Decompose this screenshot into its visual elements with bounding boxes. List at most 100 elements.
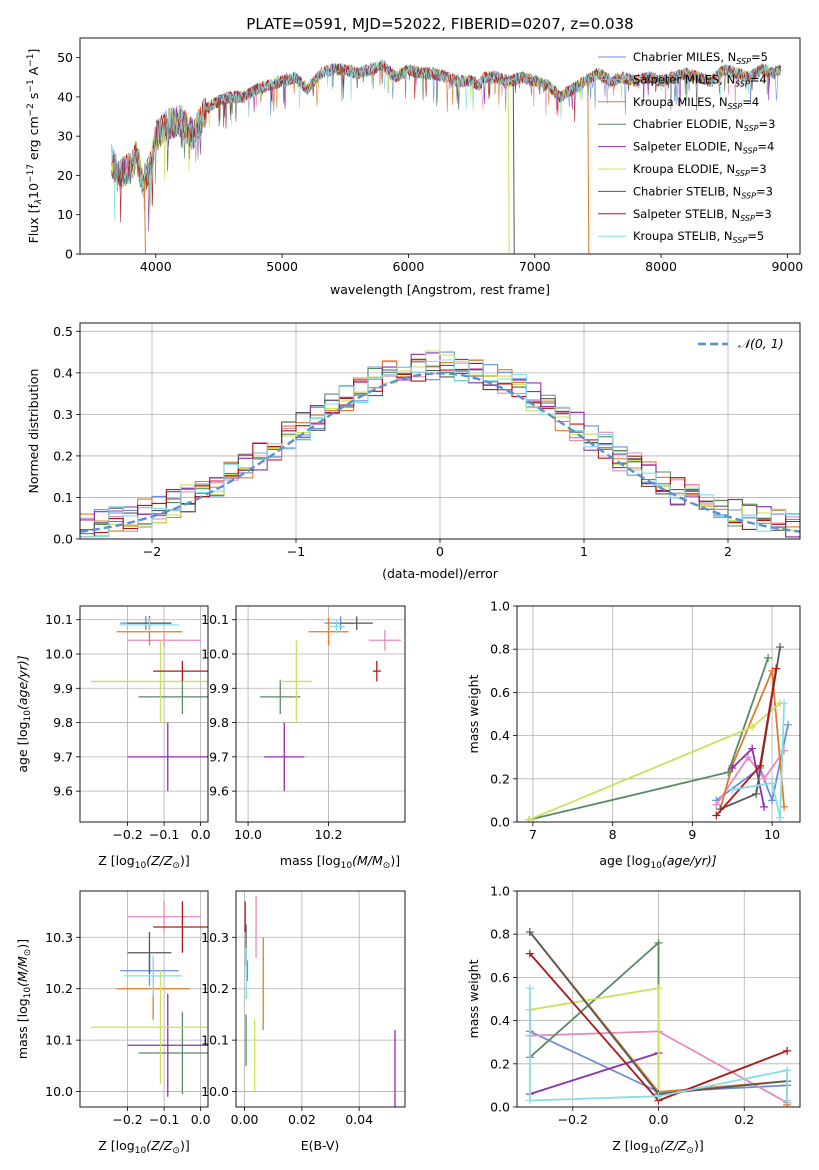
x-axis-label-part: (Z/Z — [660, 1138, 687, 1153]
x-axis-label-part: 10 — [135, 1146, 147, 1156]
x-tick-label: 8000 — [645, 259, 677, 274]
y-tick-label: 50 — [57, 50, 73, 65]
x-tick-label: 0.00 — [231, 1112, 259, 1127]
x-tick-label: 7000 — [519, 259, 551, 274]
axes-frame — [235, 890, 406, 1108]
x-tick-label: 7 — [529, 827, 537, 842]
y-axis-label-part: erg cm — [26, 116, 41, 164]
y-tick-label: 10.0 — [45, 647, 73, 662]
y-tick-label: 10.1 — [201, 612, 229, 627]
x-axis-label-part: )] — [694, 1138, 704, 1153]
x-axis-label-part: Z [log — [98, 853, 134, 868]
axes-frame — [516, 605, 801, 823]
axes-residuals: −2 −1 0 1 2 0.0 0.1 0.2 0.3 0.4 0.5 𝒩(0, 1) (data-mo… — [26, 322, 801, 581]
weight-series-salpeter-elodie — [728, 744, 769, 811]
errorbar-kroupa-stelib — [328, 619, 345, 634]
y-axis-label-part: −1 — [26, 54, 36, 67]
legend-entry: 𝒩(0, 1) — [738, 336, 784, 351]
x-axis-label: wavelength [Angstrom, rest frame] — [330, 282, 550, 297]
x-axis-label-part: ⊙ — [383, 861, 391, 871]
legend-entry-sub: SSP — [728, 102, 743, 111]
y-tick-label: 0.1 — [53, 490, 73, 505]
y-axis-label-part: 10 — [23, 987, 33, 999]
grid-age-vs-Z — [80, 606, 208, 822]
x-tick-label: 0.04 — [345, 1112, 373, 1127]
y-tick-label: 0.4 — [53, 365, 73, 380]
x-axis-label-part: (Z/Z — [146, 1138, 173, 1153]
legend-entry-name: Salpeter MILES, N — [633, 72, 735, 86]
legend-entry-count: =3 — [756, 184, 773, 198]
histogram-salpeter-elodie — [80, 352, 800, 538]
y-axis-label-part: 10 — [26, 183, 41, 199]
y-tick-label: 0.0 — [53, 532, 73, 547]
y-axis-label-part: 10 — [23, 710, 33, 722]
y-tick-label: 10.3 — [201, 930, 229, 945]
weight-marker — [784, 720, 793, 729]
weight-marker — [760, 802, 769, 811]
errorbar-kroupa-elodie — [280, 640, 313, 723]
x-axis-label-part: Z [log — [612, 1138, 648, 1153]
weight-line — [529, 1052, 659, 1095]
axes-mass-vs-ebv: 0.00 0.02 0.04 10.0 10.1 10.2 10.3 E(B-V) — [201, 890, 406, 1153]
y-axis-label-part: ⊙ — [23, 949, 33, 957]
x-axis-label: Z [log10(Z/Z⊙)] — [612, 1138, 703, 1156]
legend-entry-name: Kroupa MILES, N — [633, 95, 728, 109]
y-tick-label: 9.8 — [53, 715, 73, 730]
y-tick-label: 10.1 — [45, 612, 73, 627]
x-axis-label-part: 10 — [135, 861, 147, 871]
y-axis-label-part: λ — [34, 199, 44, 205]
y-axis-label: mass weight — [466, 959, 481, 1038]
x-axis-label-part: Z [log — [98, 1138, 134, 1153]
x-axis-label: Z [log10(Z/Z⊙)] — [98, 1138, 189, 1156]
errorbar-salpeter-stelib — [372, 660, 381, 682]
y-tick-label: 9.6 — [53, 784, 73, 799]
weight-marker — [783, 1046, 792, 1055]
weight-marker — [748, 744, 757, 753]
x-tick-label: 5000 — [266, 259, 298, 274]
y-tick-label: 9.7 — [53, 749, 73, 764]
x-tick-label: 8 — [609, 827, 617, 842]
spectrum-dropout — [587, 79, 590, 254]
errorbar-salpeter-stelib — [153, 901, 208, 953]
y-axis-label-part: s — [26, 93, 41, 104]
weight-marker — [748, 722, 757, 731]
legend-entry-name: Kroupa ELODIE, N — [633, 162, 735, 176]
legend-entry-sub: SSP — [744, 124, 759, 133]
plot-area-mass-vs-Z — [90, 901, 208, 1097]
legend-entry: Salpeter ELODIE, NSSP=4 — [633, 140, 774, 156]
x-tick-label: −0.1 — [149, 827, 179, 842]
weight-marker — [654, 1092, 663, 1101]
x-tick-label: 1 — [580, 544, 588, 559]
errorbar-kroupa-elodie — [90, 640, 208, 723]
x-axis-label: Z [log10(Z/Z⊙)] — [98, 853, 189, 871]
errorbar-chabrier-elodie — [138, 679, 208, 714]
y-tick-label: 0.6 — [490, 685, 510, 700]
errorbar-kroupa-elodie — [90, 970, 208, 1084]
y-axis-label: Flux [fλ10−17 erg cm−2 s−1 A−1] — [26, 49, 44, 244]
y-tick-label: 10.2 — [45, 981, 73, 996]
y-tick-label: 9.6 — [209, 784, 229, 799]
y-axis-label: mass weight — [466, 674, 481, 753]
y-tick-label: 0.2 — [490, 771, 510, 786]
errorbar-salpeter-elodie — [127, 722, 208, 792]
plot-area-age-vs-Z — [90, 616, 208, 792]
errorbar-chabrier-stelib — [340, 616, 373, 630]
weight-marker — [780, 746, 789, 755]
x-tick-label: −0.1 — [149, 1112, 179, 1127]
errorbar-salpeter-miles — [368, 630, 401, 651]
y-tick-label: 10.0 — [201, 647, 229, 662]
y-tick-label: 10.1 — [45, 1033, 73, 1048]
y-axis-label-part: (M/M — [15, 956, 30, 987]
axes-mass-weight-vs-Z: −0.2 0.0 0.2 0.0 0.2 0.4 0.6 0.8 1.0 Z [log10(Z/Z… — [466, 884, 801, 1156]
errorbar-kroupa-stelib — [123, 955, 183, 997]
plot-area-mass-weight-vs-Z — [525, 928, 792, 1107]
weight-series-kroupa-stelib — [728, 699, 789, 822]
x-tick-label: −0.2 — [112, 1112, 142, 1127]
weight-marker — [776, 643, 785, 652]
weight-marker — [724, 768, 733, 777]
legend-entry-count: =4 — [750, 72, 767, 86]
y-tick-label: 0.0 — [490, 815, 510, 830]
legend-entry-sub: SSP — [736, 57, 751, 66]
axes-frame — [79, 37, 801, 255]
